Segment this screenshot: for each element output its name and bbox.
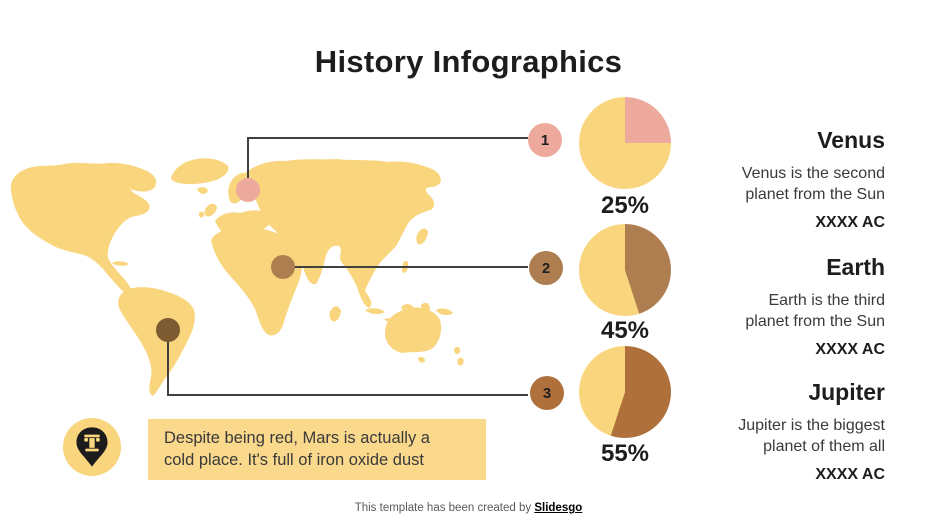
pie-chart-venus: [579, 97, 671, 189]
planet-date: XXXX AC: [815, 466, 885, 484]
pie-percent-label-venus: 25%: [600, 192, 650, 219]
pie-percent-label-earth: 45%: [600, 317, 650, 344]
planet-title: Venus: [817, 127, 885, 153]
badge-number: 2: [541, 259, 551, 277]
landmass-indonesia: [365, 308, 385, 315]
planet-description: Jupiter is the biggest planet of them al…: [738, 417, 885, 456]
planet-title: Earth: [826, 254, 885, 280]
planet-block-earth: Earth Earth is the third planet from the…: [635, 254, 885, 359]
landmass-australia: [385, 307, 442, 353]
planet-block-jupiter: Jupiter Jupiter is the biggest planet of…: [635, 379, 885, 484]
planet-title: Jupiter: [808, 379, 885, 405]
landmass-uk: [204, 203, 217, 217]
pie-percent-label-jupiter: 55%: [600, 440, 650, 467]
page-title: History Infographics: [314, 44, 623, 79]
landmass-south-america: [118, 287, 195, 396]
planet-date: XXXX AC: [815, 341, 885, 359]
note-text: Despite being red, Mars is actually a co…: [164, 429, 430, 470]
landmass-iceland: [197, 187, 208, 194]
landmass-madagascar: [329, 306, 341, 322]
planet-block-venus: Venus Venus is the second planet from th…: [635, 127, 885, 232]
planet-date: XXXX AC: [815, 214, 885, 232]
landmass-new-zealand: [454, 346, 461, 355]
badge-number: 1: [540, 131, 550, 149]
landmass-new-guinea: [436, 308, 453, 316]
landmass-philippines: [402, 260, 409, 273]
landmass-japan: [416, 228, 428, 245]
landmass-asia: [244, 159, 441, 308]
pie-chart-earth: [579, 224, 671, 316]
landmass-north-america: [10, 162, 157, 294]
slidesgo-link[interactable]: Slidesgo: [534, 502, 583, 514]
landmass-greenland: [171, 158, 229, 185]
museum-pin-icon: [63, 418, 121, 476]
world-map: [10, 158, 464, 396]
footer-text: This template has been created by: [354, 502, 535, 514]
landmass-tasmania: [418, 357, 425, 363]
number-badge-2: 2: [529, 251, 563, 285]
pie-chart-jupiter: [579, 346, 671, 438]
number-badge-1: 1: [528, 123, 562, 157]
note-box: Despite being red, Mars is actually a co…: [148, 419, 486, 480]
planet-description: Earth is the third planet from the Sun: [745, 292, 885, 331]
landmass-cuba: [112, 261, 129, 266]
planet-description: Venus is the second planet from the Sun: [741, 165, 885, 204]
landmass-ireland: [198, 211, 205, 218]
number-badge-3: 3: [530, 376, 564, 410]
landmass-new-zealand: [457, 357, 464, 366]
badge-number: 3: [542, 384, 552, 402]
footer: This template has been created by Slides…: [0, 502, 937, 514]
